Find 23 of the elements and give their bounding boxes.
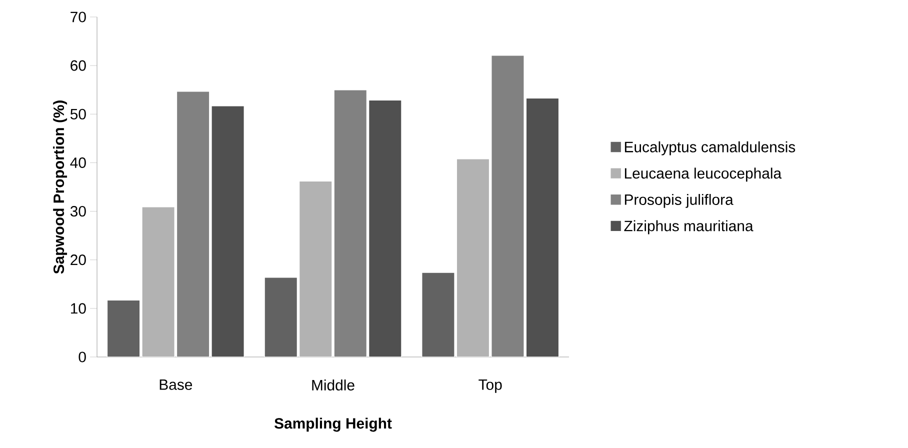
legend-label: Ziziphus mauritiana (624, 220, 754, 234)
bar (421, 272, 455, 357)
x-tick-label: Base (160, 380, 192, 390)
legend-label: Leucaena leucocephala (624, 168, 782, 182)
legend-label: Eucalyptus camaldulensis (624, 141, 796, 156)
y-tick-label: 70 (70, 12, 86, 22)
y-tick-label: 0 (78, 352, 86, 362)
y-axis-title: Sapwood Proportion (%) (53, 100, 68, 274)
legend-label: Prosopis juliflora (624, 194, 734, 208)
bar (526, 98, 560, 357)
bar (211, 105, 245, 357)
bar (264, 276, 298, 357)
bar (106, 300, 140, 357)
y-tick-label: 50 (70, 108, 86, 120)
y-tick-label: 60 (70, 60, 86, 71)
y-tick-label: 10 (71, 303, 86, 314)
y-tick-label: 20 (70, 254, 86, 266)
x-tick-label: Top (478, 380, 502, 393)
x-axis-title: Sampling Height (274, 418, 392, 432)
y-tick-label: 40 (70, 157, 86, 168)
x-tick-label: Middle (312, 380, 354, 390)
bar (368, 100, 402, 357)
y-tick-label: 30 (70, 206, 86, 217)
